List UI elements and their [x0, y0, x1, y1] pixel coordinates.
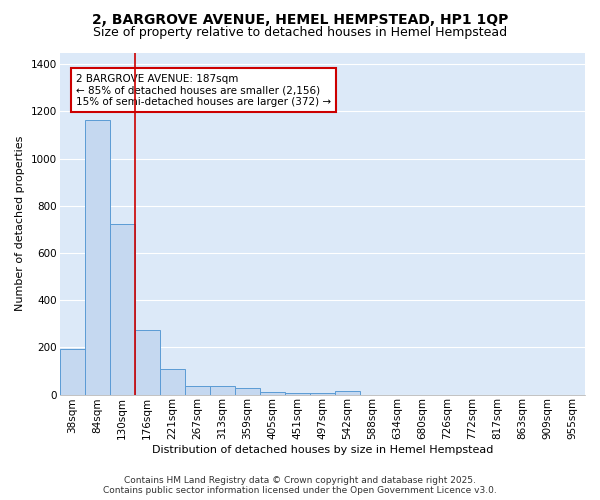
- Bar: [59, 349, 85, 395]
- Bar: [85, 120, 110, 394]
- Text: Size of property relative to detached houses in Hemel Hempstead: Size of property relative to detached ho…: [93, 26, 507, 39]
- Bar: [134, 330, 160, 394]
- Text: 2 BARGROVE AVENUE: 187sqm
← 85% of detached houses are smaller (2,156)
15% of se: 2 BARGROVE AVENUE: 187sqm ← 85% of detac…: [76, 74, 331, 107]
- Bar: [285, 392, 310, 394]
- Text: 2, BARGROVE AVENUE, HEMEL HEMPSTEAD, HP1 1QP: 2, BARGROVE AVENUE, HEMEL HEMPSTEAD, HP1…: [92, 12, 508, 26]
- Bar: [160, 368, 185, 394]
- Y-axis label: Number of detached properties: Number of detached properties: [15, 136, 25, 311]
- X-axis label: Distribution of detached houses by size in Hemel Hempstead: Distribution of detached houses by size …: [152, 445, 493, 455]
- Bar: [260, 392, 285, 394]
- Bar: [235, 388, 260, 394]
- Text: Contains HM Land Registry data © Crown copyright and database right 2025.
Contai: Contains HM Land Registry data © Crown c…: [103, 476, 497, 495]
- Bar: [335, 392, 360, 394]
- Bar: [185, 386, 210, 394]
- Bar: [210, 386, 235, 394]
- Bar: [110, 224, 134, 394]
